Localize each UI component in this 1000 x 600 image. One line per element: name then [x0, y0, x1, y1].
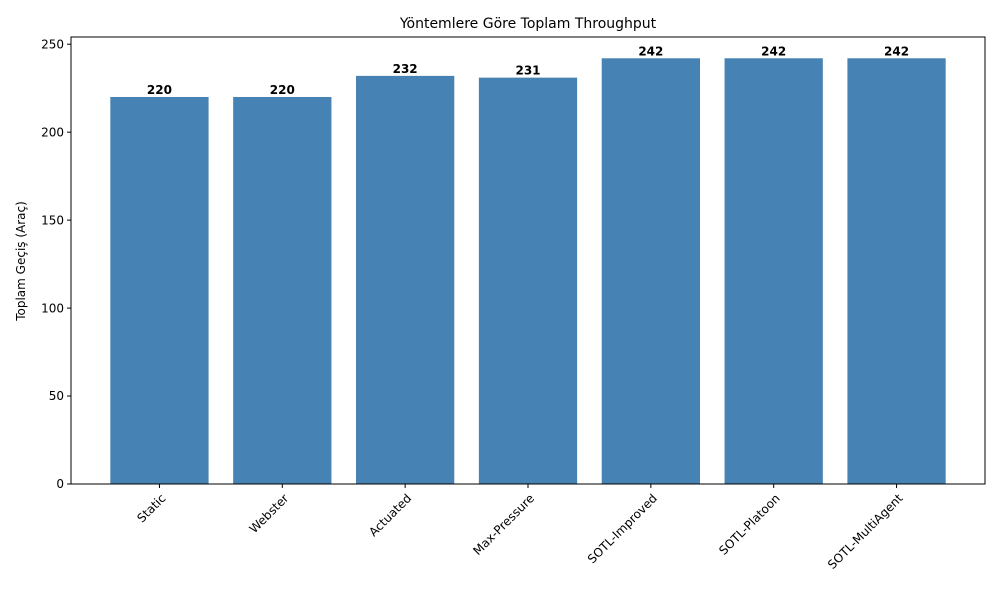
y-tick-label: 0 [56, 477, 64, 491]
data-label: 220 [147, 83, 172, 97]
x-tick-label: SOTL-Improved [585, 491, 660, 566]
data-label: 231 [515, 64, 540, 78]
y-tick-label: 100 [41, 301, 64, 315]
x-axis: Static Webster Actuated Max-Pressure SOTL-Im… [134, 484, 906, 572]
x-tick-label: Static [134, 491, 168, 525]
y-tick-label: 150 [41, 213, 64, 227]
plot-frame [70, 36, 986, 485]
bar-sotl-platoon [724, 58, 823, 485]
bar-sotl-improved [601, 58, 700, 485]
data-labels-layer: 220 220 232 231 242 242 242 [147, 44, 909, 97]
bar-webster [233, 96, 332, 485]
y-tick-label: 50 [49, 389, 64, 403]
x-tick-label: SOTL-Platoon [716, 491, 783, 558]
bar-actuated [356, 75, 455, 485]
y-tick-label: 200 [41, 125, 64, 139]
data-label: 242 [761, 44, 786, 58]
data-label: 220 [270, 83, 295, 97]
bar-static [110, 96, 209, 485]
x-tick-label: Actuated [366, 491, 414, 539]
y-axis: 0 50 100 150 200 250 [41, 37, 71, 491]
data-label: 232 [393, 62, 418, 76]
data-label: 242 [884, 44, 909, 58]
y-tick-label: 250 [41, 37, 64, 51]
x-tick-label: Webster [247, 491, 292, 536]
y-axis-label: Toplam Geçiş (Araç) [14, 201, 28, 322]
bars-layer [110, 58, 946, 485]
chart-title: Yöntemlere Göre Toplam Throughput [399, 16, 657, 32]
bar-sotl-multiagent [847, 58, 946, 485]
bar-max-pressure [478, 77, 578, 485]
x-tick-label: Max-Pressure [470, 491, 537, 558]
data-label: 242 [638, 44, 663, 58]
x-tick-label: SOTL-MultiAgent [825, 491, 906, 572]
